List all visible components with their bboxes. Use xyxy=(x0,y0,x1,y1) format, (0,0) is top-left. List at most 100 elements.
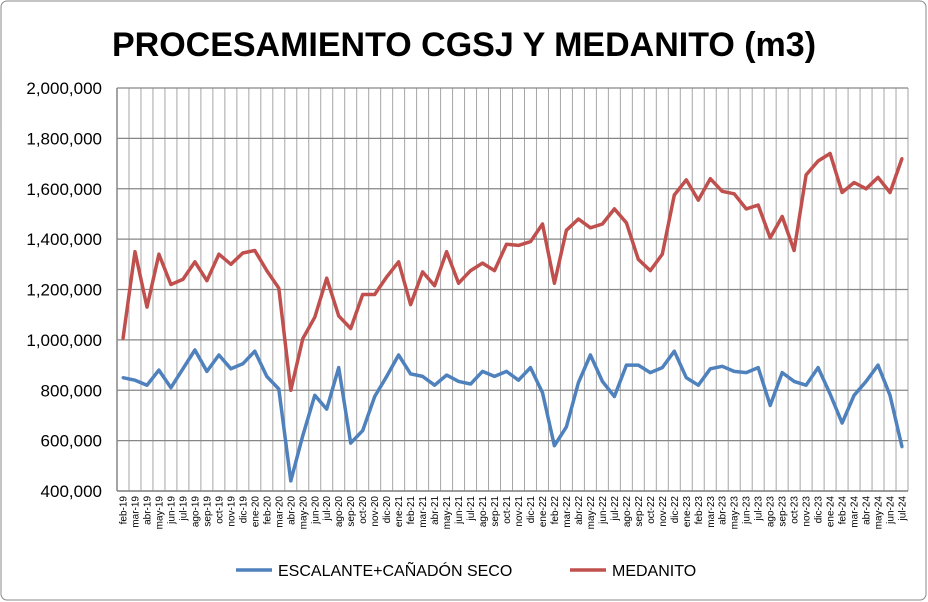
data-point xyxy=(373,395,377,399)
data-point xyxy=(876,175,880,179)
data-point xyxy=(660,366,664,370)
data-point xyxy=(181,367,185,371)
y-tick-label: 800,000 xyxy=(41,381,102,400)
data-point xyxy=(481,369,485,373)
data-point xyxy=(540,222,544,226)
x-tick-label: abr-22 xyxy=(574,496,585,525)
data-point xyxy=(457,281,461,285)
data-point xyxy=(397,260,401,264)
x-tick-label: may-21 xyxy=(442,496,453,530)
x-tick-label: feb-24 xyxy=(838,496,849,525)
x-tick-label: jun-20 xyxy=(310,496,321,525)
data-point xyxy=(648,371,652,375)
y-tick-label: 1,800,000 xyxy=(26,129,102,148)
data-point xyxy=(289,479,293,483)
data-point xyxy=(900,157,904,161)
data-point xyxy=(505,242,509,246)
data-point xyxy=(768,403,772,407)
x-tick-label: ago-22 xyxy=(622,496,633,528)
x-tick-label: jun-22 xyxy=(598,496,609,525)
data-point xyxy=(792,248,796,252)
x-tick-label: nov-21 xyxy=(514,496,525,527)
x-tick-label: abr-19 xyxy=(142,496,153,525)
x-tick-label: mar-20 xyxy=(274,496,285,528)
data-point xyxy=(205,279,209,283)
x-tick-label: dic-19 xyxy=(238,496,249,524)
data-point xyxy=(720,189,724,193)
x-tick-label: sep-21 xyxy=(490,496,501,527)
x-tick-label: abr-21 xyxy=(430,496,441,525)
data-point xyxy=(145,383,149,387)
data-point xyxy=(337,314,341,318)
data-point xyxy=(217,353,221,357)
y-tick-label: 400,000 xyxy=(41,482,102,501)
data-point xyxy=(241,362,245,366)
x-tick-label: dic-22 xyxy=(670,496,681,524)
x-tick-label: dic-23 xyxy=(814,496,825,524)
data-point xyxy=(481,261,485,265)
data-point xyxy=(493,374,497,378)
data-point xyxy=(421,270,425,274)
data-point xyxy=(852,393,856,397)
data-point xyxy=(301,337,305,341)
data-point xyxy=(540,391,544,395)
x-tick-label: feb-21 xyxy=(406,496,417,525)
data-point xyxy=(828,392,832,396)
data-point xyxy=(720,364,724,368)
data-point xyxy=(876,363,880,367)
data-point xyxy=(816,366,820,370)
data-point xyxy=(169,282,173,286)
data-point xyxy=(768,236,772,240)
data-point xyxy=(133,250,137,254)
data-point xyxy=(516,243,520,247)
data-point xyxy=(193,260,197,264)
data-point xyxy=(636,363,640,367)
x-tick-label: jun-24 xyxy=(886,496,897,525)
x-tick-label: feb-19 xyxy=(118,496,129,525)
y-tick-label: 1,200,000 xyxy=(26,281,102,300)
data-point xyxy=(744,371,748,375)
data-point xyxy=(445,373,449,377)
data-point xyxy=(684,178,688,182)
data-point xyxy=(421,374,425,378)
data-point xyxy=(157,252,161,256)
data-point xyxy=(684,376,688,380)
x-tick-label: ene-21 xyxy=(394,496,405,528)
data-point xyxy=(888,191,892,195)
x-tick-label: sep-20 xyxy=(346,496,357,527)
x-tick-label: jul-21 xyxy=(466,496,477,522)
data-point xyxy=(552,281,556,285)
legend-label: MEDANITO xyxy=(612,563,696,580)
x-tick-label: nov-19 xyxy=(226,496,237,527)
x-tick-label: ene-22 xyxy=(538,496,549,528)
x-tick-label: jul-24 xyxy=(898,496,909,522)
data-point xyxy=(756,366,760,370)
data-point xyxy=(277,286,281,290)
x-tick-label: oct-21 xyxy=(502,496,513,524)
x-tick-label: feb-20 xyxy=(262,496,273,525)
data-point xyxy=(696,198,700,202)
x-tick-label: sep-19 xyxy=(202,496,213,527)
data-point xyxy=(361,293,365,297)
data-point xyxy=(457,379,461,383)
x-tick-label: may-23 xyxy=(730,496,741,530)
x-tick-label: oct-19 xyxy=(214,496,225,524)
x-tick-label: may-20 xyxy=(298,496,309,530)
data-point xyxy=(852,180,856,184)
x-tick-label: jul-19 xyxy=(178,496,189,522)
data-point xyxy=(169,386,173,390)
x-tick-label: mar-24 xyxy=(850,496,861,528)
x-tick-label: may-19 xyxy=(154,496,165,530)
x-tick-label: oct-23 xyxy=(790,496,801,524)
x-tick-label: ago-19 xyxy=(190,496,201,528)
data-point xyxy=(325,276,329,280)
x-tick-label: ago-23 xyxy=(766,496,777,528)
data-point xyxy=(265,374,269,378)
data-point xyxy=(732,192,736,196)
data-point xyxy=(193,348,197,352)
data-point xyxy=(205,369,209,373)
data-point xyxy=(612,395,616,399)
data-point xyxy=(576,217,580,221)
